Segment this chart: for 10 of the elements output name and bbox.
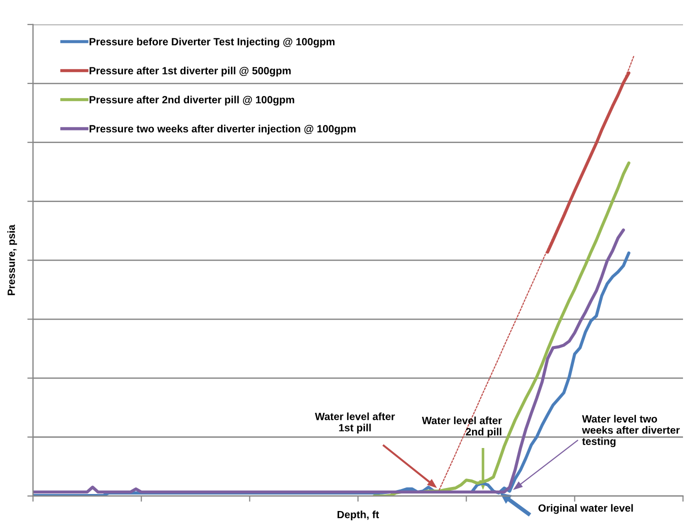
text: Original water level [538,504,633,514]
legend-label: Pressure after 2nd diverter pill @ 100gpm [90,96,294,106]
annotation: Water level two weeks after diverter testing [582,414,680,448]
annotation: Water level after 1st pill [314,412,395,434]
annotation: Water level after 2nd pill [422,416,502,438]
legend-label: Pressure two weeks after diverter injection @ 100gpm [90,124,356,135]
legend-label: Pressure after 1st diverter pill @ 500gpm [90,66,291,76]
legend-label: Pressure before Diverter Test Injecting @ 100gpm [90,38,334,48]
x-axis-title: Depth, ft [338,510,379,520]
y-axis-title: Pressure, psia [7,224,18,296]
